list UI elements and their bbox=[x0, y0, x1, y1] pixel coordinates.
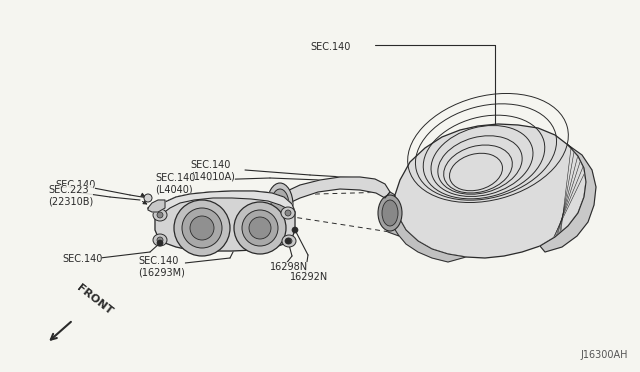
Polygon shape bbox=[155, 191, 295, 251]
Ellipse shape bbox=[271, 189, 289, 221]
Ellipse shape bbox=[285, 238, 291, 244]
Polygon shape bbox=[155, 191, 295, 217]
Ellipse shape bbox=[157, 237, 163, 243]
Text: SEC.140: SEC.140 bbox=[62, 254, 102, 264]
Ellipse shape bbox=[157, 212, 163, 218]
Text: 16292N: 16292N bbox=[290, 272, 328, 282]
Polygon shape bbox=[388, 195, 466, 262]
Polygon shape bbox=[280, 177, 390, 205]
Ellipse shape bbox=[174, 200, 230, 256]
Text: SEC.140
(L4040): SEC.140 (L4040) bbox=[155, 173, 195, 195]
Text: FRONT: FRONT bbox=[75, 283, 115, 317]
Ellipse shape bbox=[281, 207, 295, 219]
Ellipse shape bbox=[144, 194, 152, 202]
Ellipse shape bbox=[378, 195, 402, 231]
Ellipse shape bbox=[382, 200, 398, 226]
Ellipse shape bbox=[190, 216, 214, 240]
Text: SEC.140: SEC.140 bbox=[310, 42, 350, 52]
Polygon shape bbox=[148, 200, 165, 212]
Ellipse shape bbox=[157, 240, 163, 246]
Ellipse shape bbox=[249, 217, 271, 239]
Ellipse shape bbox=[285, 210, 291, 216]
Text: SEC.140
(14010A): SEC.140 (14010A) bbox=[190, 160, 235, 182]
Polygon shape bbox=[383, 192, 399, 236]
Ellipse shape bbox=[267, 183, 293, 227]
Ellipse shape bbox=[242, 210, 278, 246]
Ellipse shape bbox=[182, 208, 222, 248]
Text: 16298N: 16298N bbox=[270, 262, 308, 272]
Ellipse shape bbox=[234, 202, 286, 254]
Text: SEC.223
(22310B): SEC.223 (22310B) bbox=[48, 185, 93, 206]
Ellipse shape bbox=[153, 234, 167, 246]
Ellipse shape bbox=[153, 209, 167, 221]
Text: SEC.140
(16293M): SEC.140 (16293M) bbox=[138, 256, 185, 278]
Ellipse shape bbox=[292, 227, 298, 233]
Text: SEC.140: SEC.140 bbox=[55, 180, 95, 190]
Polygon shape bbox=[395, 124, 586, 258]
Text: J16300AH: J16300AH bbox=[580, 350, 628, 360]
Ellipse shape bbox=[286, 238, 292, 244]
Ellipse shape bbox=[282, 235, 296, 247]
Polygon shape bbox=[540, 145, 596, 252]
